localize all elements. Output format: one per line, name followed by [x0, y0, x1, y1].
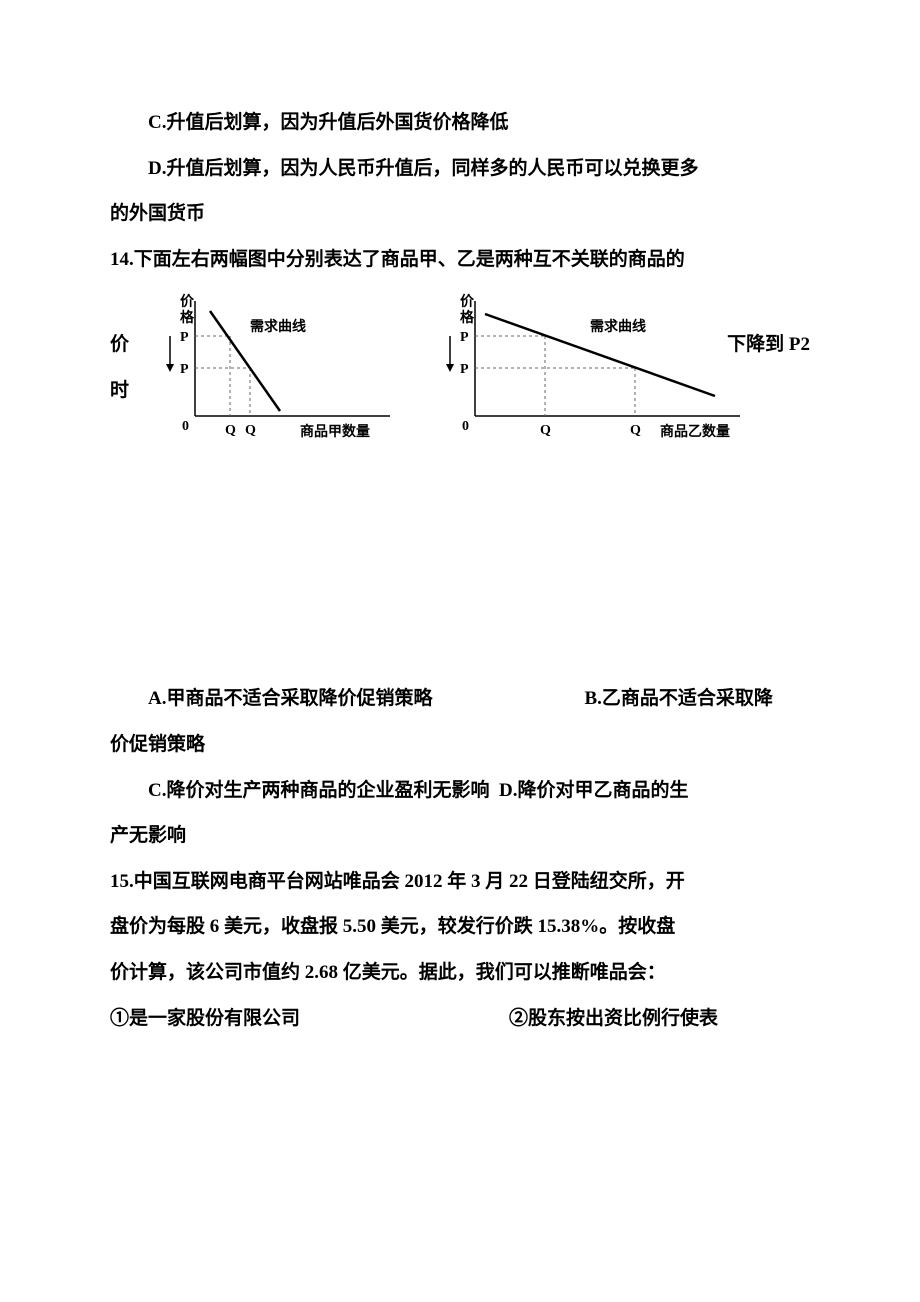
chart-a-q1: Q	[225, 423, 236, 438]
chart-a-xlabel: 商品甲数量	[300, 423, 370, 440]
exam-page: C.升值后划算，因为升值后外国货价格降低 D.升值后划算，因为人民币升值后，同样…	[0, 0, 920, 1101]
q14-option-a: A.甲商品不适合采取降价促销策略	[148, 688, 432, 709]
q14-options-cd: C.降价对生产两种商品的企业盈利无影响 D.降价对甲乙商品的生	[110, 768, 810, 814]
q14-option-d-cont: 产无影响	[110, 813, 810, 859]
q14-option-b: B.乙商品不适合采取降	[546, 676, 772, 722]
chart-a: 价 格 P P 0 Q	[150, 286, 410, 456]
chart-b: 价 格 P P 0 Q Q 商品乙数量 需求曲线	[430, 286, 760, 456]
chart-a-arrow-head	[166, 364, 174, 372]
chart-b-ylabel-top: 价	[460, 294, 475, 310]
charts-container: 价 下降到 P2 时 价 格 P P	[110, 286, 810, 456]
q14-option-c: C.降价对生产两种商品的企业盈利无影响	[148, 780, 489, 801]
q15-line3: 价计算，该公司市值约 2.68 亿美元。据此，我们可以推断唯品会：	[110, 950, 810, 996]
chart-b-curve-label: 需求曲线	[590, 318, 646, 335]
chart-b-zero: 0	[462, 419, 469, 434]
q15-line1: 15.中国互联网电商平台网站唯品会 2012 年 3 月 22 日登陆纽交所，开	[110, 859, 810, 905]
q14-stem-line1: 14.下面左右两幅图中分别表达了商品甲、乙是两种互不关联的商品的	[110, 237, 810, 283]
chart-a-curve-label: 需求曲线	[250, 318, 306, 335]
q14-options-ab: A.甲商品不适合采取降价促销策略 B.乙商品不适合采取降	[110, 676, 810, 722]
chart-b-svg: 价 格 P P 0 Q Q 商品乙数量 需求曲线	[430, 286, 760, 456]
q15-opts-line: ①是一家股份有限公司 ②股东按出资比例行使表	[110, 996, 810, 1042]
q15-opt2: ②股东按出资比例行使表	[509, 1008, 718, 1029]
chart-b-ylabel-bot: 格	[460, 309, 475, 326]
q14-stem-frag-left2: 时	[110, 368, 129, 414]
q14-option-d: D.降价对甲乙商品的生	[499, 780, 688, 801]
chart-a-p2: P	[180, 362, 189, 377]
chart-b-q1: Q	[540, 423, 551, 438]
chart-a-ylabel-bot: 格	[180, 309, 195, 326]
chart-a-ylabel-top: 价	[180, 294, 195, 310]
q14-stem-frag-left: 价	[110, 322, 129, 368]
q13-option-d-line2: 的外国货币	[110, 191, 810, 237]
blank-gap	[110, 456, 810, 676]
q13-option-d-line1: D.升值后划算，因为人民币升值后，同样多的人民币可以兑换更多	[110, 146, 810, 192]
chart-b-p1: P	[460, 330, 469, 345]
q13-option-c: C.升值后划算，因为升值后外国货价格降低	[110, 100, 810, 146]
q15-opt1: ①是一家股份有限公司	[110, 1008, 300, 1029]
chart-a-zero: 0	[182, 419, 189, 434]
q14-option-b-cont: 价促销策略	[110, 722, 810, 768]
chart-a-p1: P	[180, 330, 189, 345]
chart-b-xlabel: 商品乙数量	[660, 423, 730, 440]
q15-line2: 盘价为每股 6 美元，收盘报 5.50 美元，较发行价跌 15.38%。按收盘	[110, 904, 810, 950]
chart-b-p2: P	[460, 362, 469, 377]
chart-a-q2: Q	[245, 423, 256, 438]
chart-a-svg: 价 格 P P 0 Q	[150, 286, 410, 456]
chart-b-q2: Q	[630, 423, 641, 438]
chart-b-arrow-head	[446, 364, 454, 372]
